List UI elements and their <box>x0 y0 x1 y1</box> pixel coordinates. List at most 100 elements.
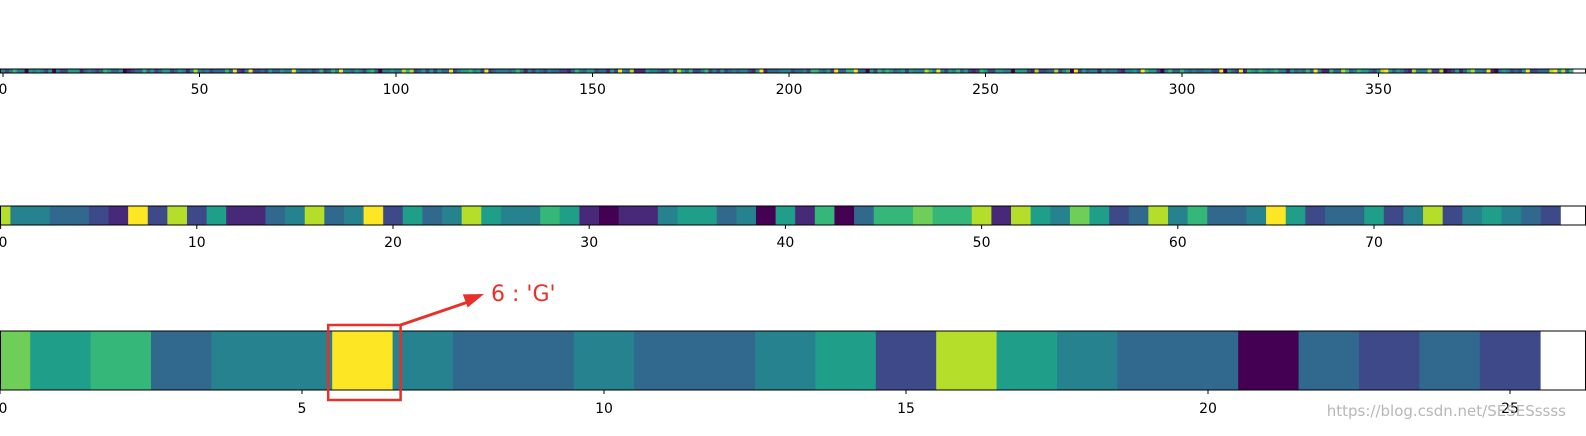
heatmap-cell <box>908 69 914 73</box>
heatmap-cell <box>421 69 426 73</box>
heatmap-cell <box>559 206 580 225</box>
heatmap-cell <box>280 69 285 73</box>
heatmap-cell <box>1525 69 1531 73</box>
heatmap-cell <box>1368 69 1374 73</box>
heatmap-cell <box>1007 69 1012 73</box>
heatmap-cell <box>775 206 796 225</box>
heatmap-cell <box>579 206 600 225</box>
heatmap-cell <box>794 69 800 73</box>
heatmap-cell <box>276 69 281 73</box>
heatmap-cell <box>327 69 332 73</box>
heatmap-cell <box>787 69 792 73</box>
heatmap-cell <box>209 69 214 73</box>
heatmap-cell <box>798 69 804 73</box>
heatmap-cell <box>10 206 31 225</box>
heatmap-cell <box>771 69 776 73</box>
heatmap-cell <box>111 69 116 73</box>
heatmap-cell <box>936 69 941 73</box>
heatmap-cell <box>1097 69 1102 73</box>
heatmap-cell <box>795 206 816 225</box>
x-tick-label: 15 <box>897 401 915 417</box>
heatmap-cell <box>1541 69 1546 73</box>
heatmap-cell <box>621 69 627 73</box>
heatmap-cell <box>877 69 882 73</box>
heatmap-cell <box>108 206 129 225</box>
heatmap-cell <box>634 331 695 390</box>
heatmap-cell <box>1333 69 1338 73</box>
heatmap-cell <box>996 331 1058 390</box>
heatmap-cell <box>181 69 187 73</box>
heatmap-cell <box>366 69 371 73</box>
heatmap-cell <box>547 69 552 73</box>
heatmap-cell <box>684 69 690 73</box>
heatmap-cell <box>402 206 423 225</box>
heatmap-cell <box>265 206 286 225</box>
heatmap-cell <box>1502 69 1507 73</box>
heatmap-cell <box>708 69 713 73</box>
heatmap-cell <box>854 206 875 225</box>
heatmap-cell <box>1242 69 1248 73</box>
heatmap-cell <box>30 206 51 225</box>
heatmap-cell <box>142 69 147 73</box>
heatmap-cell <box>1018 69 1024 73</box>
heatmap-cell <box>370 69 375 73</box>
heatmap-cell <box>889 69 894 73</box>
heatmap-cell <box>645 69 650 73</box>
heatmap-cell <box>492 69 497 73</box>
heatmap-cell <box>1481 206 1502 225</box>
heatmap-cell <box>551 69 556 73</box>
heatmap-cell <box>598 69 603 73</box>
heatmap-cell <box>983 69 988 73</box>
heatmap-cell <box>979 69 984 73</box>
heatmap-cell <box>363 206 384 225</box>
heatmap-cell <box>468 69 474 73</box>
heatmap-cell <box>1062 69 1067 73</box>
heatmap-cell <box>669 69 674 73</box>
heatmap-cell <box>806 69 812 73</box>
heatmap-cell <box>1231 69 1236 73</box>
heatmap-cell <box>206 206 227 225</box>
heatmap-cell <box>83 69 88 73</box>
heatmap-cell <box>720 69 725 73</box>
heatmap-cell <box>629 69 635 73</box>
heatmap-cell <box>963 69 969 73</box>
heatmap-cell <box>382 69 387 73</box>
heatmap-cell <box>1321 69 1326 73</box>
heatmap-cell <box>1423 69 1429 73</box>
heatmap-cell <box>91 69 96 73</box>
watermark: https://blog.csdn.net/SESESssss <box>1326 402 1566 420</box>
heatmap-cell <box>1324 206 1345 225</box>
heatmap-cell <box>409 69 415 73</box>
heatmap-cell <box>500 206 521 225</box>
heatmap-cell <box>657 69 662 73</box>
heatmap-cell <box>657 206 678 225</box>
heatmap-cell <box>1482 69 1487 73</box>
heatmap-cell <box>1046 69 1051 73</box>
heatmap-cell <box>252 69 257 73</box>
heatmap-cell <box>79 69 84 73</box>
heatmap-cell <box>932 206 953 225</box>
heatmap-cell <box>1026 69 1032 73</box>
heatmap-cell <box>944 69 949 73</box>
heatmap-cell <box>299 69 305 73</box>
heatmap-cell <box>422 206 443 225</box>
heatmap-cell <box>1238 69 1244 73</box>
heatmap-cell <box>956 69 961 73</box>
heatmap-cell <box>1305 206 1326 225</box>
heatmap-cell <box>1274 69 1279 73</box>
heatmap-cell <box>716 206 737 225</box>
x-tick-label: 0 <box>0 401 7 417</box>
x-tick-label: 0 <box>0 82 7 98</box>
heatmap-cell <box>857 69 863 73</box>
heatmap-cell <box>213 69 218 73</box>
annotation: 6 : 'G' <box>326 282 556 402</box>
heatmap-cell <box>971 69 977 73</box>
heatmap-cell <box>952 206 973 225</box>
heatmap-cell <box>1364 206 1385 225</box>
heatmap-cell <box>59 69 65 73</box>
heatmap-cell <box>189 69 195 73</box>
heatmap-cell <box>437 69 442 73</box>
heatmap-cell <box>1545 69 1550 73</box>
heatmap-cell <box>1561 69 1566 73</box>
